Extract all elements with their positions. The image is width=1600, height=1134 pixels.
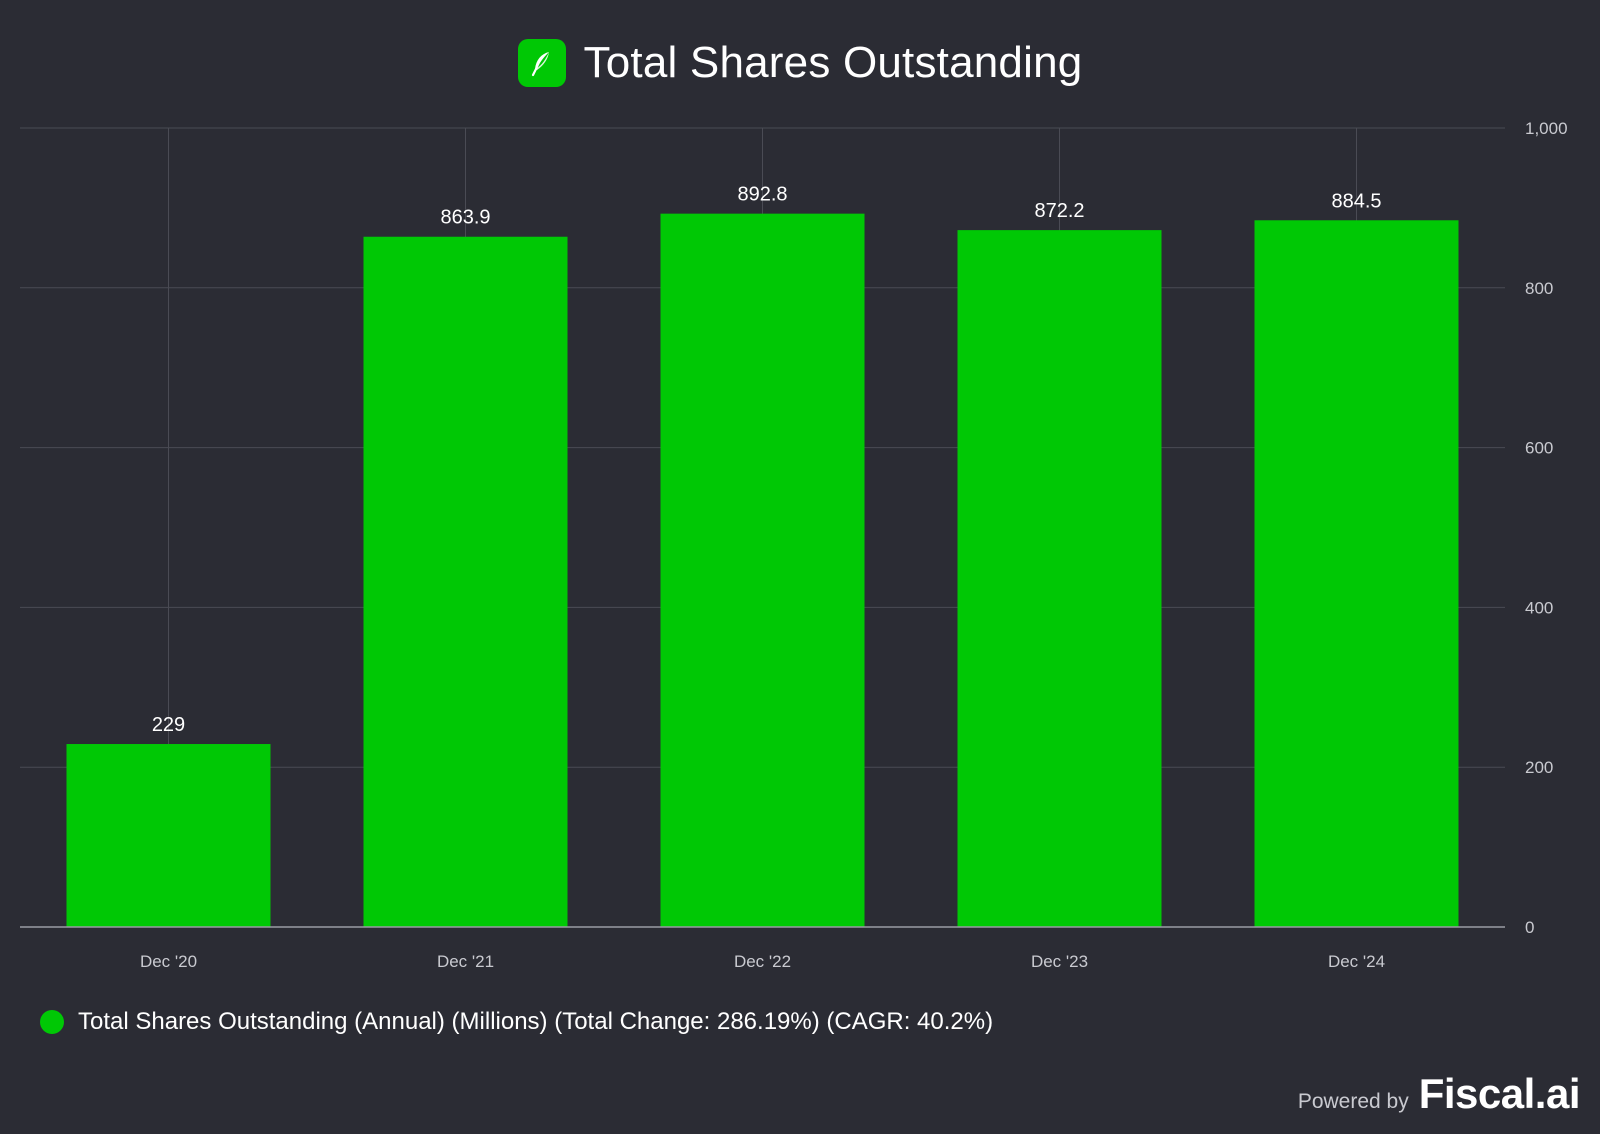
x-tick-label: Dec '20: [140, 952, 197, 971]
chart-header: Total Shares Outstanding: [0, 30, 1600, 96]
legend[interactable]: Total Shares Outstanding (Annual) (Milli…: [40, 1008, 993, 1036]
attribution: Powered by Fiscal.ai: [1297, 1070, 1581, 1118]
y-tick-label: 600: [1525, 439, 1553, 458]
y-tick-label: 800: [1525, 279, 1553, 298]
legend-marker: [40, 1010, 64, 1034]
powered-by-text: Powered by: [1297, 1090, 1409, 1113]
x-tick-label: Dec '23: [1031, 952, 1088, 971]
bar-value-label: 892.8: [737, 184, 787, 206]
x-tick-label: Dec '22: [734, 952, 791, 971]
y-tick-label: 1,000: [1525, 119, 1568, 138]
bar: [66, 744, 271, 927]
bar-value-label: 872.2: [1034, 200, 1084, 222]
y-tick-label: 200: [1525, 758, 1553, 777]
y-tick-label: 400: [1525, 598, 1553, 617]
bar: [957, 230, 1162, 928]
x-tick-label: Dec '21: [437, 952, 494, 971]
legend-label: Total Shares Outstanding (Annual) (Milli…: [78, 1008, 994, 1035]
bar: [363, 236, 568, 927]
y-tick-label: 0: [1525, 918, 1534, 937]
bar: [660, 213, 865, 927]
bar: [1254, 220, 1459, 928]
feather-icon: [517, 39, 566, 87]
brand-logo: Fiscal.ai: [1418, 1070, 1581, 1117]
bar-value-label: 229: [152, 714, 185, 736]
x-tick-label: Dec '24: [1328, 952, 1385, 971]
bar-value-label: 884.5: [1331, 190, 1381, 212]
bar-value-label: 863.9: [440, 207, 490, 229]
chart-title: Total Shares Outstanding: [583, 38, 1083, 87]
